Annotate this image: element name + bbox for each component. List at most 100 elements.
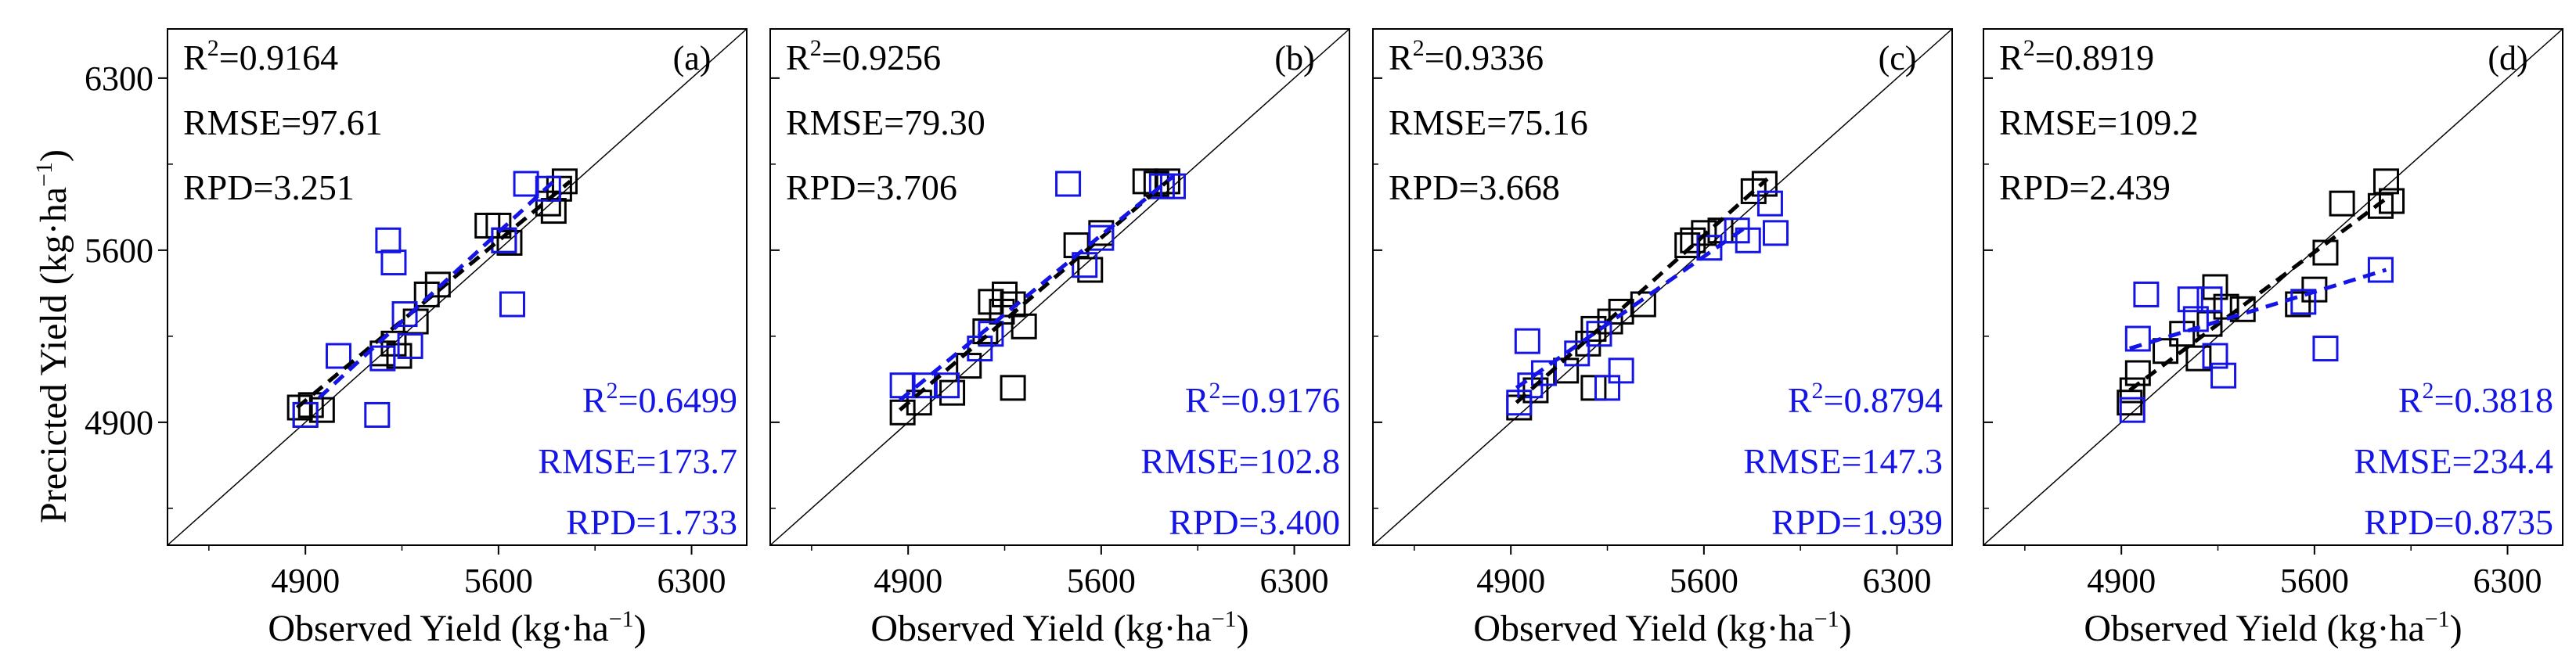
validation-fit-line <box>899 174 1175 402</box>
calibration-point <box>2372 168 2399 195</box>
validation-point <box>1756 190 1783 217</box>
calibration-point <box>1154 168 1180 195</box>
calibration-r2-superscript: 2 <box>810 35 822 61</box>
validation-point <box>2290 289 2317 315</box>
x-axis-title-main: Observed Yield (kg·ha <box>870 608 1211 649</box>
calibration-point <box>1077 257 1104 283</box>
calibration-point <box>1000 375 1026 401</box>
calibration-r2-superscript: 2 <box>2023 35 2035 61</box>
calibration-r2-value: =0.9336 <box>1425 38 1544 77</box>
validation-point <box>1594 375 1621 401</box>
calibration-point <box>2185 345 2212 372</box>
calibration-point <box>1751 171 1778 197</box>
calibration-point <box>540 198 567 224</box>
validation-rmse-label: RMSE=147.3 <box>1743 441 1943 481</box>
validation-point <box>1586 321 1612 347</box>
calibration-rpd-label: RPD=2.439 <box>1999 167 2171 207</box>
calibration-r2-value: =0.9256 <box>822 38 941 77</box>
one-to-one-line <box>769 28 1350 546</box>
validation-point <box>391 301 418 328</box>
validation-point <box>2124 325 2151 352</box>
validation-point <box>499 291 525 318</box>
x-axis-title: Observed Yield (kg·ha−1) <box>268 606 646 649</box>
y-tick-label: 5600 <box>85 232 153 270</box>
calibration-point <box>2329 190 2355 217</box>
x-axis-title-end: ) <box>1237 608 1249 649</box>
validation-point <box>2367 257 2394 283</box>
y-axis-title: Precicted Yield (kg·ha−1) <box>31 149 74 523</box>
panels: 4900 4900 5600 5600 6300 6300 Observed Yield (… <box>85 28 2563 649</box>
validation-r2-prefix: R <box>582 380 607 420</box>
validation-r2-superscript: 2 <box>1209 378 1221 404</box>
x-axis-title-superscript: −1 <box>609 606 634 632</box>
one-to-one-line <box>1372 28 1953 546</box>
calibration-point <box>2119 377 2145 404</box>
validation-r2-label: R2=0.8794 <box>1788 378 1943 420</box>
x-tick-label: 6300 <box>1260 562 1329 600</box>
calibration-point <box>551 168 578 195</box>
validation-fit-line <box>1515 224 1749 390</box>
calibration-r2-label: R2=0.8919 <box>1999 35 2154 77</box>
calibration-point <box>2153 338 2179 365</box>
y-axis-title-superscript: −1 <box>31 162 57 187</box>
validation-point <box>934 372 960 399</box>
validation-r2-label: R2=0.9176 <box>1185 378 1340 420</box>
calibration-point <box>992 281 1018 307</box>
validation-point <box>535 175 561 202</box>
panel-b: 4900 5600 6300 Observed Yield (kg·ha−1) (b) R… <box>769 28 1350 649</box>
validation-point <box>397 332 423 359</box>
panel-tag: (a) <box>673 39 712 77</box>
calibration-fit-line <box>2128 196 2387 393</box>
validation-point <box>1696 235 1723 261</box>
plot-frame <box>1983 28 2563 546</box>
calibration-point <box>2285 291 2311 318</box>
x-axis-title-superscript: −1 <box>1212 606 1237 632</box>
validation-point <box>1055 171 1082 197</box>
calibration-r2-prefix: R <box>1999 38 2023 77</box>
x-tick-label: 4900 <box>271 562 340 600</box>
calibration-fit-line <box>1515 177 1769 404</box>
calibration-point <box>939 379 966 406</box>
calibration-point <box>2169 321 2196 347</box>
panel-d: 4900 5600 6300 Observed Yield (kg·ha−1) (d) R… <box>1983 28 2563 649</box>
validation-point <box>1762 220 1789 246</box>
x-tick-label: 6300 <box>1863 562 1932 600</box>
calibration-point <box>1011 313 1037 339</box>
calibration-point <box>889 399 916 426</box>
x-axis-title: Observed Yield (kg·ha−1) <box>2084 606 2462 649</box>
x-tick-label: 5600 <box>464 562 533 600</box>
one-to-one-line <box>1983 28 2563 546</box>
validation-point <box>911 372 938 399</box>
validation-r2-prefix: R <box>1185 380 1209 420</box>
calibration-r2-label: R2=0.9336 <box>1389 35 1544 77</box>
validation-point <box>380 250 407 276</box>
plot-frame <box>1372 28 1953 546</box>
x-axis-title-end: ) <box>2450 608 2463 649</box>
calibration-r2-prefix: R <box>183 38 207 77</box>
validation-point <box>325 343 351 369</box>
calibration-point <box>1608 298 1634 325</box>
calibration-point <box>972 318 999 345</box>
panel-tag: (c) <box>1879 39 1917 77</box>
calibration-r2-label: R2=0.9164 <box>183 35 338 77</box>
panel-a: 4900 4900 5600 5600 6300 6300 Observed Yield (… <box>85 28 748 649</box>
calibration-r2-label: R2=0.9256 <box>786 35 941 77</box>
validation-r2-superscript: 2 <box>1812 378 1824 404</box>
calibration-rpd-label: RPD=3.668 <box>1389 167 1560 207</box>
calibration-point <box>424 271 451 298</box>
validation-r2-value: =0.8794 <box>1824 380 1943 420</box>
validation-rmse-label: RMSE=173.7 <box>538 441 737 481</box>
validation-point <box>2182 306 2209 332</box>
one-to-one-line <box>167 28 748 546</box>
calibration-r2-superscript: 2 <box>207 35 219 61</box>
validation-point <box>1564 340 1591 367</box>
calibration-point <box>1580 315 1607 342</box>
x-axis-title-end: ) <box>1839 608 1852 649</box>
validation-r2-superscript: 2 <box>2423 378 2434 404</box>
calibration-rpd-label: RPD=3.706 <box>786 167 957 207</box>
validation-r2-prefix: R <box>2398 380 2423 420</box>
calibration-point <box>1691 220 1717 246</box>
validation-point <box>2312 336 2339 362</box>
plot-frame <box>167 28 748 546</box>
validation-rmse-label: RMSE=234.4 <box>2354 441 2553 481</box>
